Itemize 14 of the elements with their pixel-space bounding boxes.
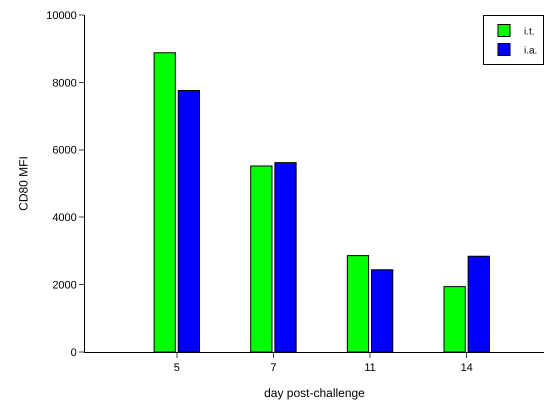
y-tick-label: 10000 bbox=[46, 10, 77, 22]
y-axis-title: CD80 MFI bbox=[16, 156, 31, 211]
y-tick-label: 0 bbox=[70, 346, 77, 359]
legend-label: i.a. bbox=[524, 45, 538, 56]
x-axis-title: day post-challenge bbox=[264, 386, 366, 400]
x-tick-label: 5 bbox=[174, 362, 180, 374]
legend-label: i.t. bbox=[524, 26, 535, 38]
x-tick-label: 14 bbox=[460, 362, 473, 374]
y-tick-label: 4000 bbox=[52, 212, 77, 224]
y-tick-label: 8000 bbox=[52, 77, 77, 90]
x-tick-label: 7 bbox=[270, 362, 276, 374]
x-tick-label: 11 bbox=[364, 362, 376, 374]
y-tick-label: 2000 bbox=[52, 279, 77, 292]
y-tick-label: 6000 bbox=[52, 144, 77, 157]
